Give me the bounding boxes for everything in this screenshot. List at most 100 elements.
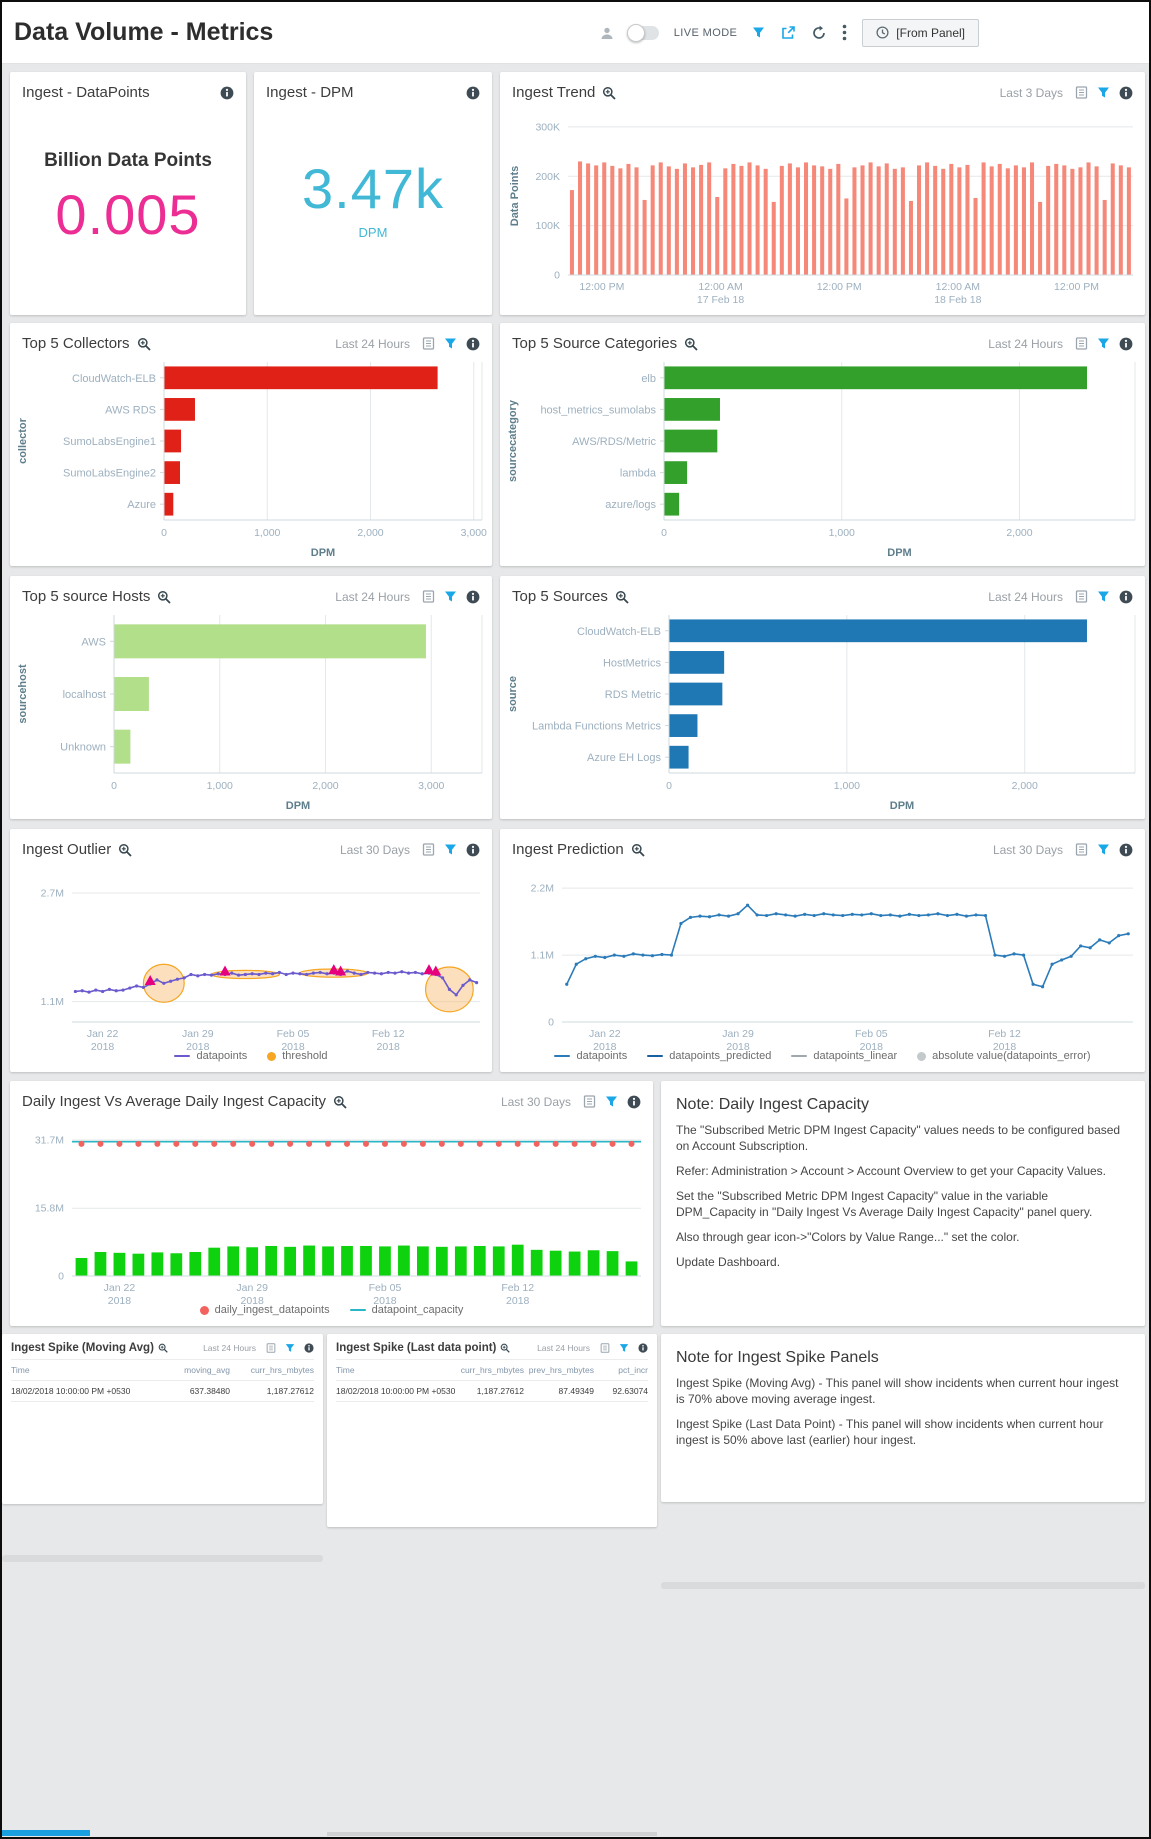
top-source-hosts-chart[interactable]: 0 1,000 2,000 3,000 AWS localhost Unknown DPM so…	[10, 611, 492, 819]
info-icon[interactable]	[220, 86, 234, 100]
filter-icon[interactable]	[444, 337, 457, 350]
info-icon[interactable]	[466, 86, 480, 100]
panel-header: Daily Ingest Vs Average Daily Ingest Cap…	[10, 1081, 653, 1116]
table-row[interactable]: 18/02/2018 10:00:00 PM +0530 637.38480 1…	[11, 1381, 314, 1402]
time-range-label[interactable]: Last 3 Days	[999, 85, 1063, 100]
column-header[interactable]: Time	[336, 1365, 355, 1375]
legend-label: absolute value(datapoints_error)	[932, 1050, 1091, 1062]
ingest-trend-chart[interactable]: 0 100K 200K 300K 12:00 PM 12:00 AM 17 Feb 18 12…	[500, 107, 1145, 315]
filter-icon[interactable]	[444, 843, 457, 856]
legend-item[interactable]: datapoint_capacity	[349, 1304, 463, 1316]
panel-header: Ingest Prediction Last 30 Days	[500, 829, 1145, 864]
legend-item[interactable]: daily_ingest_datapoints	[199, 1304, 330, 1316]
filter-icon[interactable]	[605, 1095, 618, 1108]
share-icon[interactable]	[780, 25, 796, 41]
details-icon[interactable]	[1075, 86, 1088, 99]
legend-item[interactable]: datapoints_predicted	[647, 1050, 771, 1062]
panel-ingest-spike-moving-avg: Ingest Spike (Moving Avg) Last 24 Hours …	[2, 1334, 323, 1504]
time-range-label[interactable]: Last 24 Hours	[988, 336, 1063, 351]
info-icon[interactable]	[627, 1095, 641, 1109]
filter-icon[interactable]	[752, 26, 765, 39]
zoom-in-icon[interactable]	[333, 1095, 347, 1109]
time-range-label[interactable]: Last 30 Days	[500, 1094, 571, 1109]
time-range-label[interactable]: Last 30 Days	[992, 842, 1063, 857]
legend-item[interactable]: datapoints_linear	[791, 1050, 897, 1062]
info-icon[interactable]	[1119, 843, 1133, 857]
zoom-in-icon[interactable]	[684, 337, 698, 351]
top_sources-svg: 0 1,000 2,000 CloudWatch-ELB HostMetrics RDS …	[507, 615, 1136, 812]
legend-item[interactable]: datapoints	[554, 1050, 627, 1062]
legend-item[interactable]: threshold	[267, 1050, 328, 1062]
details-icon[interactable]	[422, 843, 435, 856]
time-range-label[interactable]: Last 24 Hours	[335, 336, 410, 351]
info-icon[interactable]	[466, 590, 480, 604]
svg-text:12:00 AM: 12:00 AM	[936, 281, 980, 293]
kebab-icon[interactable]	[842, 24, 847, 41]
info-icon[interactable]	[1119, 86, 1133, 100]
refresh-icon[interactable]	[811, 25, 827, 41]
details-icon[interactable]	[1075, 590, 1088, 603]
legend-line-marker	[647, 1055, 664, 1057]
svg-text:0: 0	[661, 527, 667, 539]
scroll-indicator	[2, 1830, 90, 1836]
zoom-in-icon[interactable]	[631, 843, 645, 857]
time-range-label[interactable]: Last 24 Hours	[203, 1343, 256, 1353]
column-header[interactable]: moving_avg	[184, 1365, 230, 1375]
zoom-in-icon[interactable]	[615, 590, 629, 604]
column-header[interactable]: prev_hrs_mbytes	[528, 1365, 594, 1375]
info-icon[interactable]	[638, 1343, 648, 1353]
details-icon[interactable]	[600, 1343, 610, 1353]
time-range-selector[interactable]: [From Panel]	[862, 18, 979, 47]
time-range-label[interactable]: Last 24 Hours	[335, 589, 410, 604]
info-icon[interactable]	[1119, 590, 1133, 604]
details-icon[interactable]	[1075, 843, 1088, 856]
details-icon[interactable]	[583, 1095, 596, 1108]
details-icon[interactable]	[422, 590, 435, 603]
filter-icon[interactable]	[619, 1343, 629, 1353]
live-mode-toggle[interactable]	[626, 23, 659, 42]
time-range-label[interactable]: Last 24 Hours	[537, 1343, 590, 1353]
daily-capacity-chart[interactable]: 0 15.8M 31.7M Jan 22 2018 Jan 29 2018 Feb 05 201…	[10, 1116, 653, 1307]
zoom-in-icon[interactable]	[500, 1343, 511, 1353]
info-icon[interactable]	[1119, 337, 1133, 351]
note-title: Note: Daily Ingest Capacity	[676, 1096, 869, 1113]
zoom-in-icon[interactable]	[158, 1343, 168, 1353]
table-row[interactable]: 18/02/2018 10:00:00 PM +0530 1,187.27612…	[336, 1381, 648, 1402]
svg-text:AWS: AWS	[81, 636, 106, 648]
column-header[interactable]: curr_hrs_mbytes	[460, 1365, 524, 1375]
topbar-actions: LIVE MODE [From Panel]	[600, 18, 979, 47]
zoom-in-icon[interactable]	[118, 843, 132, 857]
legend-item[interactable]: datapoints	[174, 1050, 247, 1062]
details-icon[interactable]	[422, 337, 435, 350]
clock-icon	[876, 26, 889, 39]
legend-label: datapoints_predicted	[669, 1050, 772, 1062]
time-range-label[interactable]: Last 30 Days	[339, 842, 410, 857]
svg-text:1,000: 1,000	[207, 780, 233, 792]
filter-icon[interactable]	[1097, 843, 1110, 856]
top-source-categories-chart[interactable]: 0 1,000 2,000 elb host_metrics_sumolabs AWS/R…	[500, 358, 1145, 566]
ingest-prediction-chart[interactable]: 0 1.1M 2.2M Jan 22 2018 Jan 29 2018 Feb 05 2018 F…	[500, 864, 1145, 1053]
zoom-in-icon[interactable]	[602, 86, 617, 100]
column-header[interactable]: curr_hrs_mbytes	[250, 1365, 314, 1375]
filter-icon[interactable]	[1097, 590, 1110, 603]
legend-item[interactable]: absolute value(datapoints_error)	[917, 1050, 1091, 1062]
legend-label: datapoints	[196, 1050, 248, 1062]
time-range-label[interactable]: Last 24 Hours	[988, 589, 1063, 604]
ingest-outlier-chart[interactable]: 1.1M 2.7M Jan 22 2018 Jan 29 2018 Feb 05 2018 Fe…	[10, 864, 492, 1053]
info-icon[interactable]	[304, 1343, 314, 1353]
info-icon[interactable]	[466, 337, 480, 351]
zoom-in-icon[interactable]	[137, 337, 151, 351]
zoom-in-icon[interactable]	[157, 590, 172, 604]
top-collectors-chart[interactable]: 0 1,000 2,000 3,000 CloudWatch-ELB AWS RDS Sum…	[10, 358, 492, 566]
details-icon[interactable]	[266, 1343, 276, 1353]
value-subtitle: Billion Data Points	[44, 149, 212, 171]
filter-icon[interactable]	[285, 1343, 295, 1353]
column-header[interactable]: pct_incr	[618, 1365, 648, 1375]
filter-icon[interactable]	[444, 590, 457, 603]
filter-icon[interactable]	[1097, 337, 1110, 350]
info-icon[interactable]	[466, 843, 480, 857]
filter-icon[interactable]	[1097, 86, 1110, 99]
details-icon[interactable]	[1075, 337, 1088, 350]
top-sources-chart[interactable]: 0 1,000 2,000 CloudWatch-ELB HostMetrics RDS …	[500, 611, 1145, 819]
column-header[interactable]: Time	[11, 1365, 30, 1375]
